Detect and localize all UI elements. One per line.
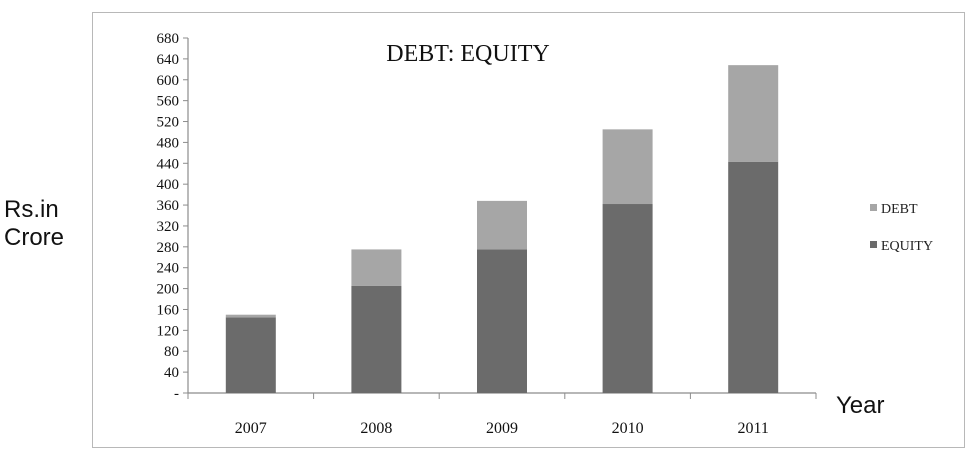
y-tick-label: 400 [157,177,180,193]
bar-debt-2009 [477,200,527,250]
bar-equity-2009 [477,249,527,393]
y-axis-label: Rs.in Crore [4,196,64,252]
y-tick-label: 360 [157,198,180,214]
y-tick-label: 600 [157,73,180,89]
x-tick-label: 2010 [612,420,644,437]
y-tick-label: 440 [157,156,180,172]
y-axis-label-line-1: Rs.in [4,196,59,223]
bar-equity-2011 [728,161,779,393]
y-axis-label-line-2: Crore [4,224,65,251]
y-tick-label: 200 [157,282,180,298]
y-tick-label: 560 [157,94,180,110]
y-tick-label: 280 [157,240,180,256]
x-tick-label: 2008 [360,420,392,437]
bar-equity-2007 [225,317,276,393]
bar-equity-2010 [602,204,653,393]
bar-debt-2011 [728,65,779,162]
x-tick-label: 2009 [486,420,518,437]
y-tick-label: 320 [157,219,180,235]
y-tick-label: - [174,386,179,402]
bar-equity-2008 [351,285,402,393]
chart-title: DEBT: EQUITY [386,41,549,67]
legend-label-debt: DEBT [881,202,918,217]
legend: DEBT EQUITY [870,202,933,254]
y-tick-label: 480 [157,135,180,151]
x-axis-label: Year [836,392,885,419]
bar-debt-2010 [602,129,653,205]
x-tick-label: 2007 [235,420,267,437]
y-tick-label: 160 [157,302,180,318]
bars [225,65,779,393]
legend-swatch-debt [870,204,877,211]
y-tick-label: 640 [157,52,180,68]
legend-swatch-equity [870,241,877,248]
bar-debt-2008 [351,249,402,286]
y-tick-label: 40 [164,365,179,381]
bar-debt-2007 [225,314,276,318]
y-tick-label: 240 [157,261,180,277]
legend-label-equity: EQUITY [881,239,933,254]
y-tick-label: 80 [164,344,179,360]
y-tick-label: 680 [157,31,180,47]
x-tick-label: 2011 [737,420,768,437]
y-tick-label: 120 [157,323,180,339]
axes: - 40 80 120 160 200 240 280 320 360 400 440 480 520 56… [157,31,817,437]
y-tick-label: 520 [157,115,180,131]
